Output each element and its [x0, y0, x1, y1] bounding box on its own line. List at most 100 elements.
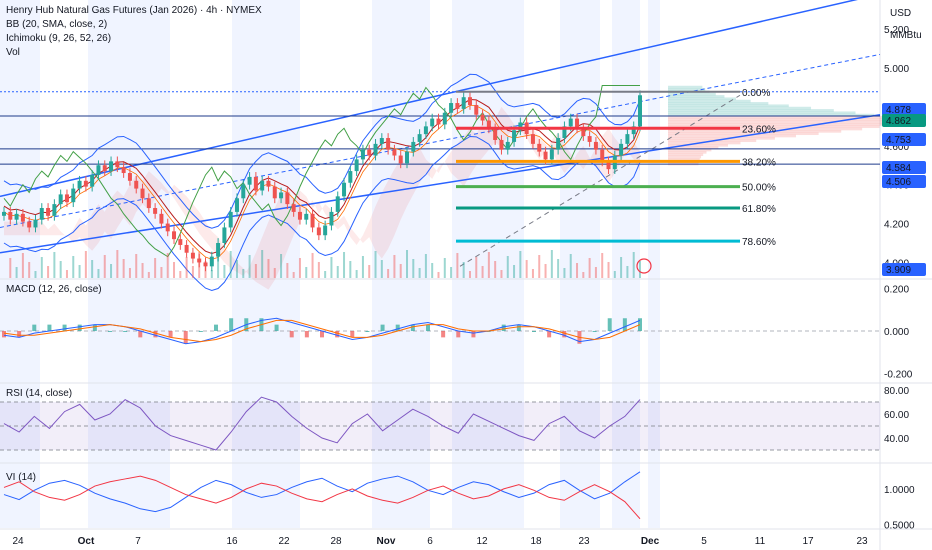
macd-histogram-bar — [229, 318, 234, 331]
candle-body — [474, 104, 479, 115]
macd-histogram-bar — [62, 324, 67, 331]
legend-bb[interactable]: BB (20, SMA, close, 2) — [6, 19, 108, 30]
price-flag — [882, 263, 926, 276]
candle-body — [310, 213, 315, 228]
candle-body — [153, 208, 158, 214]
volume-bar — [519, 251, 522, 278]
candle-body — [77, 180, 82, 189]
rsi-band — [0, 402, 880, 450]
volume-bar — [280, 254, 283, 278]
macd-histogram-bar — [320, 331, 324, 338]
macd-histogram-bar — [47, 324, 52, 331]
volume-bar — [374, 251, 377, 278]
volume-bar — [450, 267, 453, 278]
volume-bar — [406, 250, 409, 278]
rsi-label[interactable]: RSI (14, close) — [6, 388, 73, 399]
candle-body — [467, 97, 472, 105]
volume-profile-bar — [668, 104, 789, 108]
volume-bar — [594, 267, 597, 278]
volume-bar — [267, 259, 270, 278]
rsi-tick-label: 80.00 — [884, 386, 909, 397]
volume-bar — [343, 252, 346, 278]
macd-histogram-bar — [198, 331, 203, 332]
volume-bar — [330, 257, 333, 278]
candle-body — [512, 130, 517, 142]
macd-histogram-bar — [456, 331, 461, 338]
rsi-tick-label: 60.00 — [884, 410, 909, 421]
volume-bar — [298, 258, 301, 278]
volume-profile-bar — [668, 88, 706, 91]
macd-histogram-bar — [123, 331, 128, 332]
time-tick-label: 6 — [427, 536, 433, 547]
candle-body — [556, 138, 561, 150]
vi-label[interactable]: VI (14) — [6, 472, 37, 483]
price-tick-label: 5.000 — [884, 64, 909, 75]
time-tick-label: 16 — [226, 536, 238, 547]
candle-body — [398, 155, 403, 164]
candle-body — [316, 227, 321, 236]
volume-profile-bar — [668, 102, 769, 105]
macd-label[interactable]: MACD (12, 26, close) — [6, 284, 102, 295]
candle-body — [297, 211, 302, 220]
macd-histogram-bar — [274, 324, 279, 331]
candle-body — [417, 134, 422, 142]
macd-histogram-bar — [153, 331, 158, 338]
volume-bar — [217, 256, 220, 278]
volume-bar — [513, 265, 516, 278]
volume-bar — [147, 272, 150, 278]
candle-body — [530, 134, 535, 144]
fib-level-label: 61.80% — [742, 204, 776, 215]
volume-bar — [160, 267, 163, 278]
session-band — [232, 0, 300, 528]
volume-bar — [443, 258, 446, 278]
ichimoku-cloud — [4, 106, 640, 290]
candle-body — [291, 204, 296, 212]
price-tick-label: 4.200 — [884, 220, 909, 231]
volume-profile-bar — [668, 111, 856, 115]
volume-bar — [531, 269, 534, 278]
price-flag — [882, 175, 926, 188]
volume-profile-bar — [668, 123, 892, 126]
rsi-tick-label: 40.00 — [884, 434, 909, 445]
candle-body — [20, 213, 25, 222]
unit-label: MMBtu — [890, 30, 922, 41]
candle-body — [329, 211, 334, 226]
legend-vol[interactable]: Vol — [6, 47, 20, 58]
legend-ichimoku[interactable]: Ichimoku (9, 26, 52, 26) — [6, 33, 112, 44]
candle-body — [127, 173, 132, 181]
session-band — [560, 0, 600, 528]
volume-bar — [387, 269, 390, 278]
candle-body — [222, 227, 227, 244]
candle-body — [493, 128, 498, 140]
candle-body — [562, 126, 567, 139]
candle-body — [354, 159, 359, 172]
macd-histogram-bar — [138, 331, 143, 338]
candle-body — [581, 128, 586, 137]
volume-bar — [349, 261, 352, 278]
volume-bar — [9, 258, 12, 278]
volume-profile-bar — [668, 144, 728, 147]
channel-mid-line — [0, 53, 881, 228]
candle-body — [178, 239, 183, 245]
candle-body — [518, 122, 523, 131]
volume-profile-bar — [668, 151, 707, 154]
macd-histogram-bar — [77, 324, 82, 331]
volume-bar — [550, 250, 553, 278]
chart-title[interactable]: Henry Hub Natural Gas Futures (Jan 2026)… — [6, 5, 262, 16]
macd-histogram-bar — [183, 331, 188, 344]
candle-body — [436, 118, 441, 125]
session-band — [612, 0, 640, 528]
candle-body — [58, 194, 63, 205]
volume-bar — [185, 257, 188, 278]
macd-histogram-bar — [395, 324, 400, 331]
candle-body — [260, 180, 265, 191]
volume-bar — [128, 268, 131, 278]
time-tick-label: 24 — [12, 536, 24, 547]
volume-bar — [500, 270, 503, 278]
candle-body — [568, 118, 573, 127]
candle-body — [266, 180, 271, 187]
volume-profile-bar — [668, 155, 702, 159]
trend-dashed-line — [459, 94, 741, 267]
price-flag-label: 4.584 — [886, 163, 911, 174]
